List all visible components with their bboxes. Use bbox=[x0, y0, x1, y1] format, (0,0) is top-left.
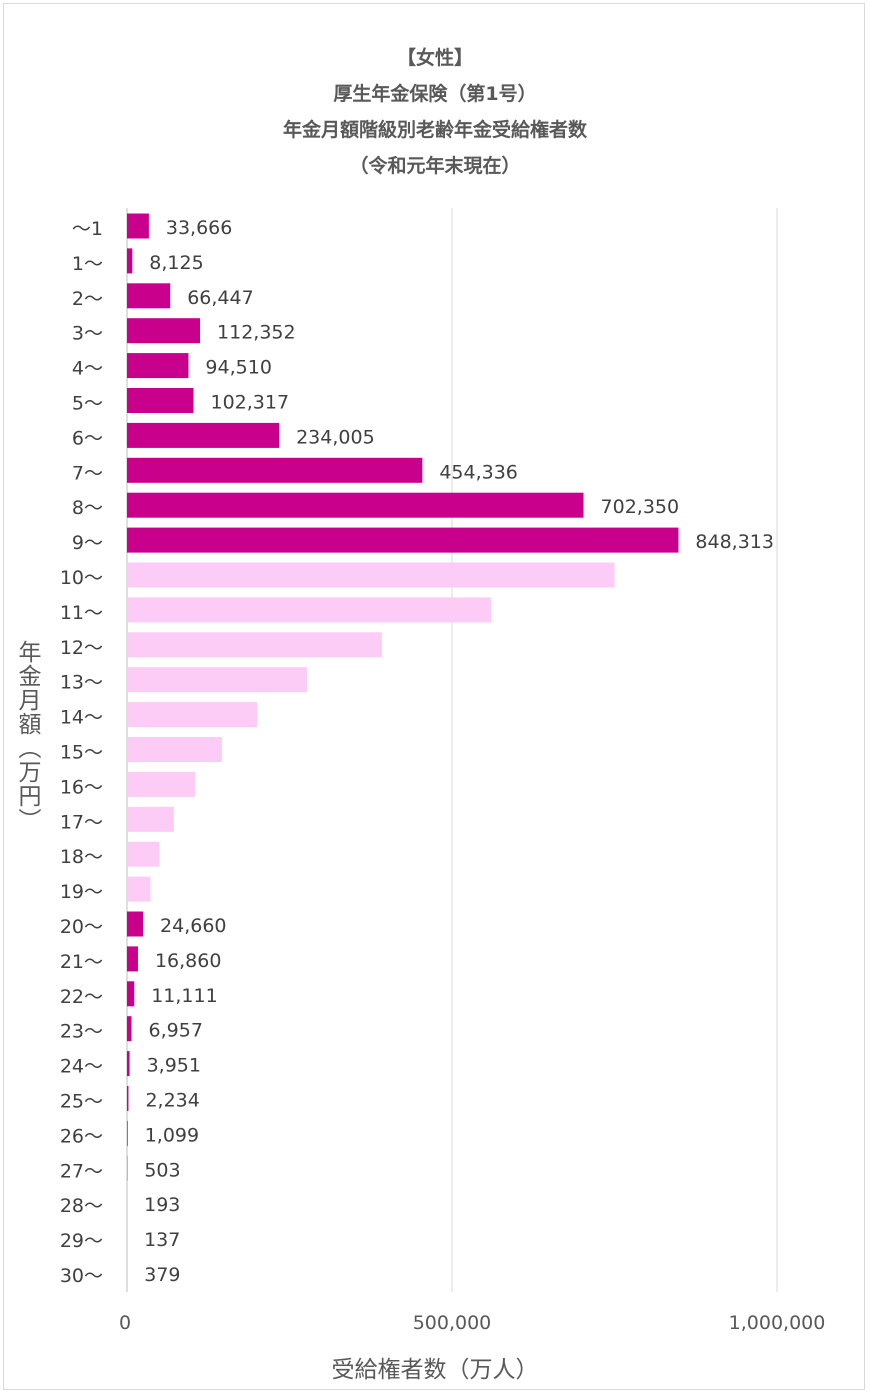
category-label: 22～ bbox=[60, 986, 103, 1008]
bar bbox=[127, 527, 679, 553]
data-label: 112,352 bbox=[217, 322, 296, 344]
category-label: 12～ bbox=[60, 637, 103, 659]
data-label: 234,005 bbox=[296, 426, 375, 448]
x-tick-label: 500,000 bbox=[413, 1312, 492, 1334]
category-label: 9～ bbox=[72, 532, 103, 554]
y-axis-label: 年金月額（万円） bbox=[14, 640, 40, 832]
bar bbox=[127, 632, 382, 658]
bar bbox=[127, 318, 201, 344]
bar bbox=[127, 562, 615, 588]
category-label: 14～ bbox=[60, 707, 103, 729]
category-label: 6～ bbox=[72, 427, 103, 449]
category-label: 13～ bbox=[60, 672, 103, 694]
category-label: 4～ bbox=[72, 358, 103, 380]
bar bbox=[127, 1051, 130, 1077]
title-line: 年金月額階級別老齢年金受給権者数 bbox=[282, 119, 587, 141]
category-label: 29～ bbox=[60, 1230, 103, 1252]
bar bbox=[127, 946, 138, 972]
bar bbox=[127, 841, 160, 867]
bar bbox=[127, 248, 133, 274]
data-label: 2,234 bbox=[145, 1090, 199, 1112]
category-label: 26～ bbox=[60, 1125, 103, 1147]
data-label: 33,666 bbox=[166, 217, 232, 239]
bar bbox=[127, 771, 196, 797]
bar bbox=[127, 283, 171, 309]
category-label: 5～ bbox=[72, 393, 103, 415]
data-label: 102,317 bbox=[211, 392, 290, 414]
category-label: 24～ bbox=[60, 1056, 103, 1078]
bar bbox=[127, 1086, 129, 1111]
category-label: 11～ bbox=[60, 602, 103, 624]
data-label: 66,447 bbox=[187, 287, 253, 309]
bar bbox=[127, 422, 280, 448]
category-label: 7～ bbox=[72, 462, 103, 484]
category-label: ～1 bbox=[72, 218, 103, 240]
category-label: 30～ bbox=[60, 1265, 103, 1287]
category-label: 17～ bbox=[60, 811, 103, 833]
data-label: 379 bbox=[144, 1264, 180, 1286]
bar bbox=[127, 388, 194, 413]
bar bbox=[127, 981, 135, 1007]
bar bbox=[127, 1120, 128, 1146]
data-label: 454,336 bbox=[439, 461, 518, 483]
category-label: 15～ bbox=[60, 742, 103, 764]
bar bbox=[127, 876, 151, 902]
chart-title: 【女性】 厚生年金保険（第1号） 年金月額階級別老齢年金受給権者数 （令和元年末… bbox=[0, 40, 870, 184]
data-label: 193 bbox=[144, 1194, 180, 1216]
data-label: 16,860 bbox=[155, 950, 221, 972]
bar bbox=[127, 213, 149, 239]
x-axis-label: 受給権者数（万人） bbox=[331, 1357, 539, 1383]
data-label: 702,350 bbox=[601, 496, 680, 518]
category-label: 18～ bbox=[60, 846, 103, 868]
x-tick-label: 1,000,000 bbox=[729, 1312, 826, 1334]
bar bbox=[127, 911, 144, 937]
bar bbox=[127, 457, 423, 483]
data-label: 503 bbox=[144, 1159, 180, 1181]
category-label: 8～ bbox=[72, 497, 103, 519]
category-label: 27～ bbox=[60, 1160, 103, 1182]
category-label: 3～ bbox=[72, 323, 103, 345]
category-label: 2～ bbox=[72, 288, 103, 310]
category-label: 23～ bbox=[60, 1021, 103, 1043]
data-label: 1,099 bbox=[145, 1124, 199, 1146]
title-line: （令和元年末現在） bbox=[349, 155, 521, 177]
data-label: 11,111 bbox=[151, 985, 217, 1007]
category-label: 10～ bbox=[60, 567, 103, 589]
bar bbox=[127, 806, 174, 832]
category-label: 25～ bbox=[60, 1091, 103, 1113]
category-label: 19～ bbox=[60, 881, 103, 903]
x-tick-label: 0 bbox=[119, 1312, 131, 1334]
bar bbox=[127, 737, 222, 762]
title-line: 厚生年金保険（第1号） bbox=[333, 83, 537, 105]
title-line: 【女性】 bbox=[396, 47, 473, 69]
category-label: 1～ bbox=[72, 253, 103, 275]
category-label: 20～ bbox=[60, 916, 103, 938]
data-label: 94,510 bbox=[205, 357, 271, 379]
data-label: 8,125 bbox=[149, 252, 203, 274]
category-label: 28～ bbox=[60, 1195, 103, 1217]
bar bbox=[127, 667, 308, 693]
bar bbox=[127, 702, 257, 728]
data-label: 848,313 bbox=[695, 531, 774, 553]
data-label: 24,660 bbox=[160, 915, 226, 937]
data-label: 6,957 bbox=[149, 1020, 203, 1042]
bar bbox=[127, 597, 491, 623]
category-label: 21～ bbox=[60, 951, 103, 973]
data-label: 3,951 bbox=[147, 1055, 201, 1077]
data-label: 137 bbox=[144, 1229, 180, 1251]
bar bbox=[127, 1016, 132, 1042]
bar bbox=[127, 492, 584, 518]
bar bbox=[127, 353, 189, 379]
category-label: 16～ bbox=[60, 776, 103, 798]
